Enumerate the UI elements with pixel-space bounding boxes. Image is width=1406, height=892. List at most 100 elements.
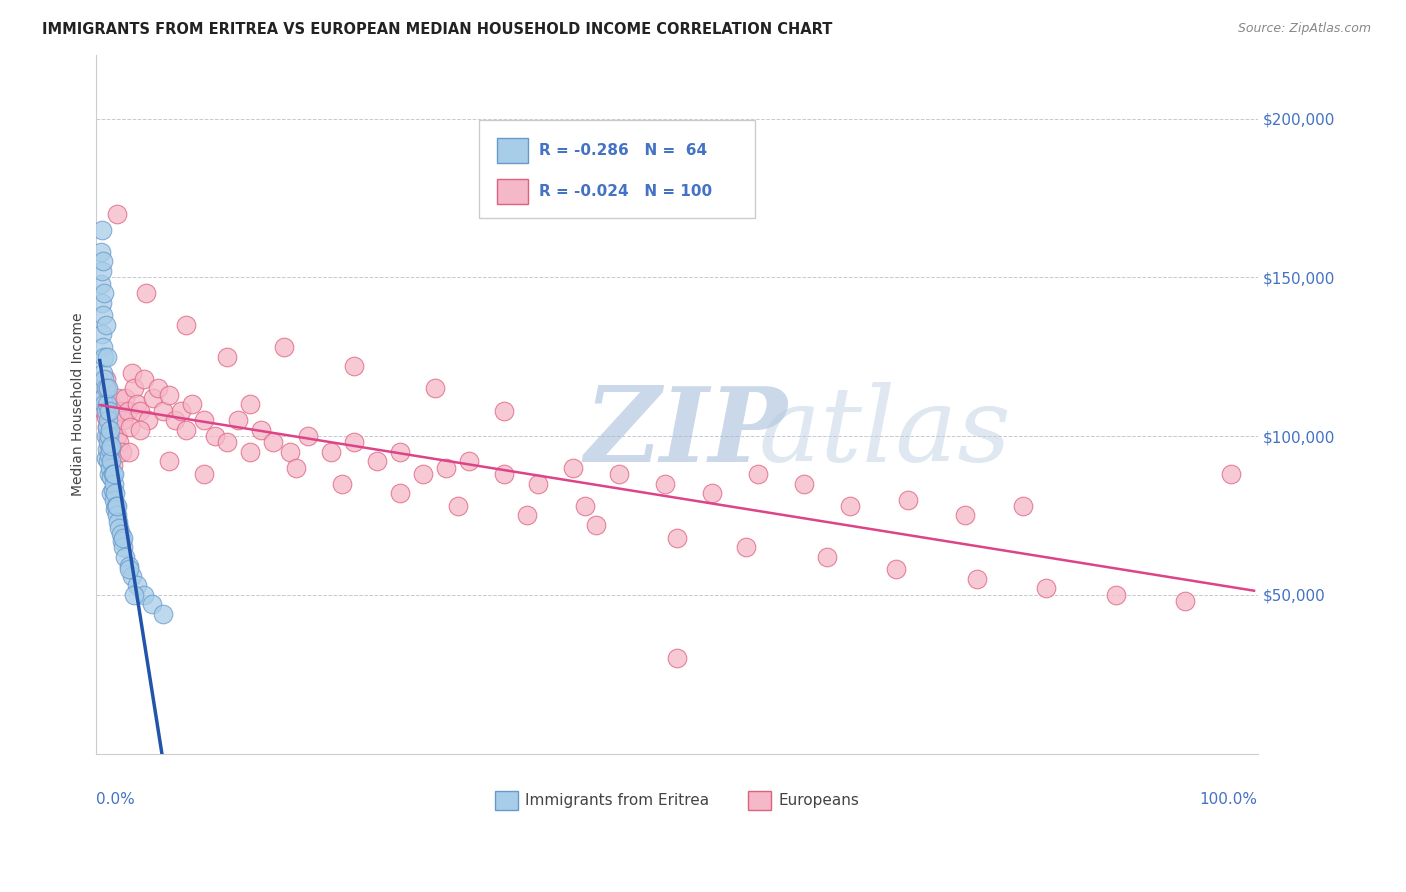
Point xyxy=(91,340,114,354)
Point xyxy=(239,445,262,459)
Point xyxy=(434,460,457,475)
Point xyxy=(1174,594,1197,608)
Point xyxy=(735,540,758,554)
Point xyxy=(91,264,114,278)
Point xyxy=(527,476,550,491)
Point xyxy=(94,372,117,386)
Point xyxy=(297,429,319,443)
Point xyxy=(215,435,238,450)
Point xyxy=(111,533,134,548)
Point xyxy=(96,350,118,364)
Point xyxy=(412,467,434,482)
Point xyxy=(100,486,122,500)
Point xyxy=(96,381,118,395)
Point xyxy=(278,445,301,459)
Point xyxy=(492,467,515,482)
Point xyxy=(107,391,129,405)
Point xyxy=(142,391,165,405)
Point xyxy=(118,419,141,434)
Text: atlas: atlas xyxy=(758,382,1011,483)
Point xyxy=(94,318,117,332)
Point xyxy=(839,499,862,513)
Point xyxy=(152,607,174,621)
Point xyxy=(101,483,124,497)
Point xyxy=(250,423,273,437)
Point xyxy=(97,381,120,395)
Point xyxy=(124,588,146,602)
Point xyxy=(100,451,122,466)
Text: 100.0%: 100.0% xyxy=(1199,792,1257,807)
Point xyxy=(104,403,127,417)
Point xyxy=(98,445,121,459)
Point xyxy=(96,419,118,434)
Point xyxy=(366,454,388,468)
Point xyxy=(239,397,262,411)
Point xyxy=(262,435,284,450)
Point xyxy=(129,423,152,437)
Legend: Immigrants from Eritrea, Europeans: Immigrants from Eritrea, Europeans xyxy=(489,785,865,815)
Point xyxy=(94,403,117,417)
Point xyxy=(146,381,169,395)
Point xyxy=(91,366,114,380)
Point xyxy=(204,429,226,443)
Point xyxy=(100,470,122,484)
Point xyxy=(124,381,146,395)
Point xyxy=(181,397,204,411)
Point xyxy=(98,439,121,453)
Point xyxy=(104,502,127,516)
Point xyxy=(98,403,121,417)
Point xyxy=(100,454,122,468)
Point xyxy=(91,223,114,237)
Point xyxy=(94,429,117,443)
Point xyxy=(121,366,143,380)
Point xyxy=(97,454,120,468)
Point xyxy=(96,442,118,456)
Point xyxy=(492,403,515,417)
Point xyxy=(135,286,157,301)
Point xyxy=(110,527,132,541)
Point xyxy=(793,476,815,491)
Point xyxy=(607,467,630,482)
Text: R = -0.024   N = 100: R = -0.024 N = 100 xyxy=(538,184,711,199)
Point xyxy=(516,508,538,523)
Point xyxy=(103,476,125,491)
Text: IMMIGRANTS FROM ERITREA VS EUROPEAN MEDIAN HOUSEHOLD INCOME CORRELATION CHART: IMMIGRANTS FROM ERITREA VS EUROPEAN MEDI… xyxy=(42,22,832,37)
Point xyxy=(91,327,114,342)
Point xyxy=(118,562,141,576)
Point xyxy=(98,429,121,443)
Point xyxy=(136,413,159,427)
Point xyxy=(129,403,152,417)
Point xyxy=(747,467,769,482)
Point xyxy=(103,467,125,482)
Point xyxy=(1104,588,1126,602)
Point xyxy=(101,458,124,472)
Point xyxy=(114,549,136,564)
Point xyxy=(1012,499,1035,513)
Point xyxy=(105,499,128,513)
Point xyxy=(97,397,120,411)
Point xyxy=(458,454,481,468)
Point xyxy=(118,559,141,574)
Point xyxy=(97,429,120,443)
Point xyxy=(125,397,148,411)
Point xyxy=(98,403,121,417)
Point xyxy=(114,391,136,405)
Point xyxy=(93,403,115,417)
Point xyxy=(98,413,121,427)
Point xyxy=(105,508,128,523)
Point xyxy=(98,448,121,462)
Point xyxy=(193,413,215,427)
Point xyxy=(101,467,124,482)
Point xyxy=(966,572,988,586)
Point xyxy=(98,460,121,475)
Point xyxy=(91,391,114,405)
Point xyxy=(585,518,607,533)
Point xyxy=(343,359,366,374)
Text: ZIP: ZIP xyxy=(583,382,787,483)
Point xyxy=(343,435,366,450)
Point xyxy=(97,413,120,427)
Point xyxy=(104,499,127,513)
Point xyxy=(105,207,128,221)
Point xyxy=(1220,467,1243,482)
Point xyxy=(125,578,148,592)
